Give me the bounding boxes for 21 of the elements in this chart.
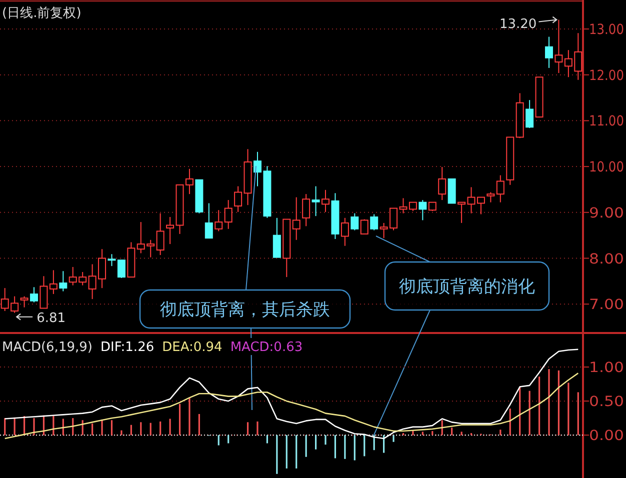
y-tick-label: 8.00 [589, 251, 624, 268]
annotation: 彻底顶背离的消化 [399, 277, 535, 297]
annotation: 6.81 [36, 310, 66, 326]
y-tick-label: 7.00 [589, 297, 624, 314]
annotation: MACD:0.63 [230, 340, 303, 355]
y-tick-label: 9.00 [589, 205, 624, 222]
text: DEA:0.94 [162, 340, 222, 355]
y-tick-label: 11.00 [589, 114, 626, 130]
legend-title: MACD(6,19,9) [2, 340, 92, 355]
annotation: 彻底顶背离，其后杀跌 [160, 300, 330, 320]
line-series [4, 372, 579, 440]
y-tick-label: 10.00 [589, 160, 626, 176]
chart-title: (日线.前复权) [2, 6, 82, 21]
y-tick-label: 0.00 [589, 428, 624, 444]
callout: 彻底顶背离的消化 [372, 236, 550, 438]
y-tick-label: 1.00 [589, 360, 624, 376]
y-tick-label: 12.00 [589, 68, 626, 84]
y-tick-label: 13.00 [589, 22, 626, 38]
text: DIF:1.26 [100, 340, 154, 355]
annotation: 13.20 [499, 16, 537, 32]
y-tick-label: 0.50 [589, 394, 624, 410]
